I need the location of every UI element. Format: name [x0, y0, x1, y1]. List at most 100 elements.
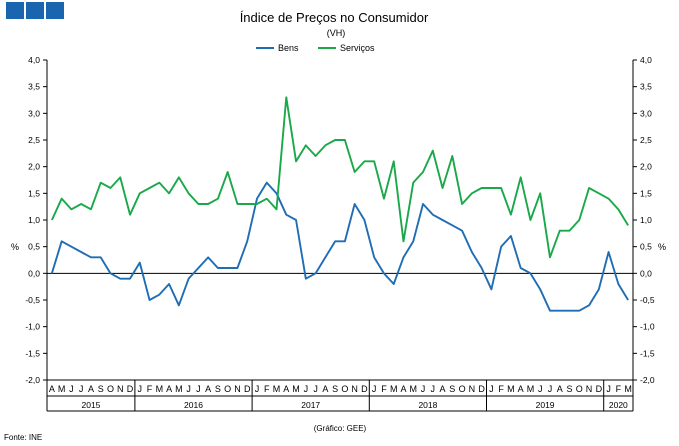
y-tick-label-left: 4,0: [28, 55, 40, 65]
x-year-label: 2018: [418, 400, 437, 410]
y-tick-label-right: 3,0: [640, 108, 652, 118]
y-tick-label-right: 0,0: [640, 268, 652, 278]
x-month-label: A: [400, 384, 406, 394]
x-month-label: F: [381, 384, 387, 394]
x-month-label: O: [224, 384, 231, 394]
x-month-label: N: [586, 384, 593, 394]
x-month-label: M: [156, 384, 164, 394]
y-tick-label-right: 3,5: [640, 82, 652, 92]
x-month-label: J: [196, 384, 201, 394]
x-month-label: M: [390, 384, 398, 394]
x-month-label: J: [372, 384, 377, 394]
chart-title: Índice de Preços no Consumidor: [240, 10, 429, 25]
x-month-label: J: [421, 384, 426, 394]
x-month-label: F: [147, 384, 153, 394]
y-tick-label-right: -1,0: [640, 322, 655, 332]
x-month-label: A: [49, 384, 55, 394]
x-month-label: A: [518, 384, 524, 394]
credit-text: (Gráfico: GEE): [314, 424, 367, 433]
x-month-label: N: [351, 384, 358, 394]
y-axis-label-left: %: [11, 242, 19, 252]
series-line-bens: [50, 181, 629, 312]
y-tick-label-right: 2,0: [640, 162, 652, 172]
x-month-label: A: [166, 384, 172, 394]
x-month-label: S: [215, 384, 221, 394]
x-month-label: J: [538, 384, 543, 394]
y-tick-label-left: 2,0: [28, 162, 40, 172]
y-tick-label-left: 1,0: [28, 215, 40, 225]
legend-label-servicos: Serviços: [340, 43, 375, 53]
x-month-label: M: [410, 384, 418, 394]
y-tick-label-left: 1,5: [28, 188, 40, 198]
x-month-label: A: [88, 384, 94, 394]
y-tick-label-right: -0,5: [640, 295, 655, 305]
x-year-label: 2019: [536, 400, 555, 410]
y-tick-label-right: 2,5: [640, 135, 652, 145]
y-tick-label-right: -2,0: [640, 375, 655, 385]
chart-subtitle: (VH): [327, 28, 346, 38]
series-line-servicos: [51, 96, 629, 259]
x-month-label: D: [596, 384, 603, 394]
x-month-label: J: [606, 384, 611, 394]
x-month-label: A: [322, 384, 328, 394]
y-tick-label-right: 0,5: [640, 242, 652, 252]
y-tick-label-right: -1,5: [640, 348, 655, 358]
y-tick-label-left: -1,5: [25, 348, 40, 358]
logo: [3, 2, 65, 20]
x-month-label: S: [98, 384, 104, 394]
x-month-label: S: [449, 384, 455, 394]
y-tick-label-left: -2,0: [25, 375, 40, 385]
x-month-label: O: [576, 384, 583, 394]
y-tick-label-left: -0,5: [25, 295, 40, 305]
x-month-label: F: [616, 384, 622, 394]
x-year-label: 2015: [81, 400, 100, 410]
y-tick-label-right: 1,5: [640, 188, 652, 198]
logo-square: [46, 2, 64, 19]
x-month-label: S: [567, 384, 573, 394]
x-month-label: J: [255, 384, 260, 394]
y-tick-label-left: 2,5: [28, 135, 40, 145]
x-month-label: J: [79, 384, 84, 394]
y-tick-label-left: 0,5: [28, 242, 40, 252]
axes: [43, 59, 637, 412]
x-month-label: M: [273, 384, 281, 394]
y-tick-label-left: 3,0: [28, 108, 40, 118]
x-month-label: A: [283, 384, 289, 394]
x-month-label: D: [361, 384, 368, 394]
x-month-label: F: [498, 384, 504, 394]
x-month-label: D: [127, 384, 134, 394]
x-month-label: M: [292, 384, 300, 394]
x-month-label: N: [469, 384, 476, 394]
legend: Bens Serviços: [256, 43, 375, 53]
y-tick-label-left: 0,0: [28, 268, 40, 278]
x-month-label: M: [507, 384, 515, 394]
x-month-label: A: [205, 384, 211, 394]
x-year-label: 2020: [609, 400, 628, 410]
x-month-label: O: [459, 384, 466, 394]
x-month-label: N: [234, 384, 241, 394]
x-month-label: J: [186, 384, 191, 394]
y-tick-label-right: 4,0: [640, 55, 652, 65]
x-month-label: D: [244, 384, 251, 394]
x-month-label: M: [175, 384, 183, 394]
x-month-label: M: [527, 384, 535, 394]
x-month-label: J: [313, 384, 318, 394]
x-month-label: N: [117, 384, 124, 394]
y-tick-label-left: -1,0: [25, 322, 40, 332]
y-axis-label-right: %: [658, 242, 666, 252]
logo-square: [26, 2, 44, 19]
x-month-label: J: [431, 384, 436, 394]
tick-labels: 4,0 4,0 3,5 3,5 3,0 3,0 2,5 2,5 2,0 2,0 1,5 1,5 1,0 1…: [25, 55, 655, 410]
x-month-label: O: [341, 384, 348, 394]
x-month-label: F: [264, 384, 270, 394]
x-month-label: J: [489, 384, 494, 394]
y-tick-label-left: 3,5: [28, 82, 40, 92]
logo-square: [6, 2, 24, 19]
x-month-label: J: [69, 384, 74, 394]
x-month-label: J: [304, 384, 309, 394]
x-month-label: A: [440, 384, 446, 394]
x-month-label: J: [138, 384, 143, 394]
x-month-label: O: [107, 384, 114, 394]
x-month-label: A: [557, 384, 563, 394]
